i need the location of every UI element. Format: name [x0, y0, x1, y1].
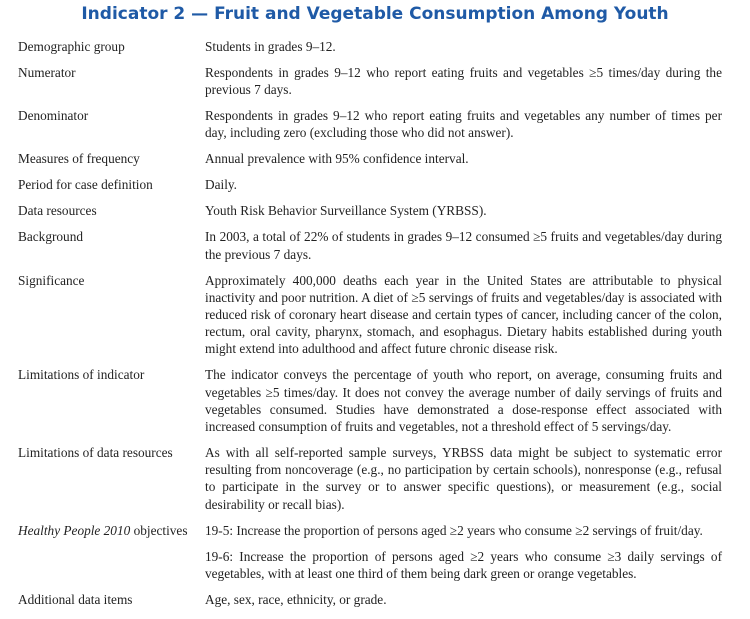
row-value-paragraph: Daily. — [205, 177, 238, 193]
row-label: Period for case definition — [18, 176, 205, 193]
row-value-paragraph: 19-6: Increase the proportion of persons… — [205, 548, 722, 581]
row-label-text: objectives — [130, 522, 188, 538]
row-value-paragraph: The indicator conveys the percentage of … — [205, 367, 722, 435]
table-row: Numerator Respondents in grades 9–12 who … — [18, 64, 722, 98]
row-label-text: Significance — [18, 272, 85, 288]
row-label: Additional data items — [18, 591, 205, 608]
row-label: Numerator — [18, 64, 205, 98]
row-label-text: Additional data items — [18, 591, 133, 607]
row-label: Demographic group — [18, 38, 205, 55]
row-value: In 2003, a total of 22% of students in g… — [205, 228, 722, 262]
table-row: Significance Approximately 400,000 deaths… — [18, 272, 722, 358]
row-label-text: Data resources — [18, 203, 97, 219]
table-row: Demographic group Students in grades 9–12… — [18, 38, 722, 55]
row-label-text: Denominator — [18, 108, 89, 124]
table-row: Healthy People 2010 objectives 19-5: Incr… — [18, 522, 722, 582]
row-label: Healthy People 2010 objectives — [18, 522, 205, 582]
row-value-paragraph: 19-5: Increase the proportion of persons… — [205, 522, 703, 538]
row-value-paragraph: Youth Risk Behavior Surveillance System … — [205, 203, 487, 219]
row-value: The indicator conveys the percentage of … — [205, 366, 722, 435]
row-label-text: Measures of frequency — [18, 151, 140, 167]
row-label-italic: Healthy People 2010 — [18, 522, 131, 538]
table-row: Limitations of data resources As with all… — [18, 444, 722, 513]
indicator-table: Demographic group Students in grades 9–12… — [18, 38, 722, 617]
row-value-paragraph: Respondents in grades 9–12 who report ea… — [205, 108, 722, 141]
table-row: Limitations of indicator The indicator co… — [18, 366, 722, 435]
row-value-paragraph: Age, sex, race, ethnicity, or grade. — [205, 591, 387, 607]
row-value: Students in grades 9–12. — [205, 38, 722, 55]
row-value-paragraph: Respondents in grades 9–12 who report ea… — [205, 65, 722, 98]
table-row: Data resources Youth Risk Behavior Survei… — [18, 202, 722, 219]
row-value-paragraph: As with all self-reported sample surveys… — [205, 445, 722, 512]
table-row: Background In 2003, a total of 22% of stu… — [18, 228, 722, 262]
table-row: Period for case definition Daily. — [18, 176, 722, 193]
row-value: Respondents in grades 9–12 who report ea… — [205, 64, 722, 98]
table-row: Denominator Respondents in grades 9–12 wh… — [18, 107, 722, 141]
row-label-text: Demographic group — [18, 39, 125, 54]
row-value: Respondents in grades 9–12 who report ea… — [205, 107, 722, 141]
row-label: Background — [18, 228, 205, 262]
table-row: Measures of frequency Annual prevalence w… — [18, 150, 722, 167]
row-value: Daily. — [205, 176, 722, 193]
row-value-paragraph: Approximately 400,000 deaths each year i… — [205, 272, 722, 357]
row-value: 19-5: Increase the proportion of persons… — [205, 522, 722, 582]
row-label: Limitations of indicator — [18, 366, 205, 435]
row-value: As with all self-reported sample surveys… — [205, 444, 722, 513]
table-row: Additional data items Age, sex, race, eth… — [18, 591, 722, 608]
row-label: Data resources — [18, 202, 205, 219]
row-label-text: Numerator — [18, 65, 76, 80]
row-label-text: Limitations of data resources — [18, 445, 173, 461]
row-value: Youth Risk Behavior Surveillance System … — [205, 202, 722, 219]
row-label-text: Limitations of indicator — [18, 367, 145, 383]
row-label-text: Background — [18, 229, 83, 245]
row-value: Annual prevalence with 95% confidence in… — [205, 150, 722, 167]
row-value: Age, sex, race, ethnicity, or grade. — [205, 591, 722, 608]
row-value-paragraph: Annual prevalence with 95% confidence in… — [205, 151, 469, 167]
row-label: Denominator — [18, 107, 205, 141]
row-label: Measures of frequency — [18, 150, 205, 167]
page-title: Indicator 2 — Fruit and Vegetable Consum… — [81, 4, 669, 24]
row-value: Approximately 400,000 deaths each year i… — [205, 272, 722, 358]
row-value-paragraph: In 2003, a total of 22% of students in g… — [205, 229, 722, 262]
row-value-paragraph: Students in grades 9–12. — [205, 39, 336, 54]
row-label: Limitations of data resources — [18, 444, 205, 513]
row-label-text: Period for case definition — [18, 177, 153, 193]
row-label: Significance — [18, 272, 205, 358]
